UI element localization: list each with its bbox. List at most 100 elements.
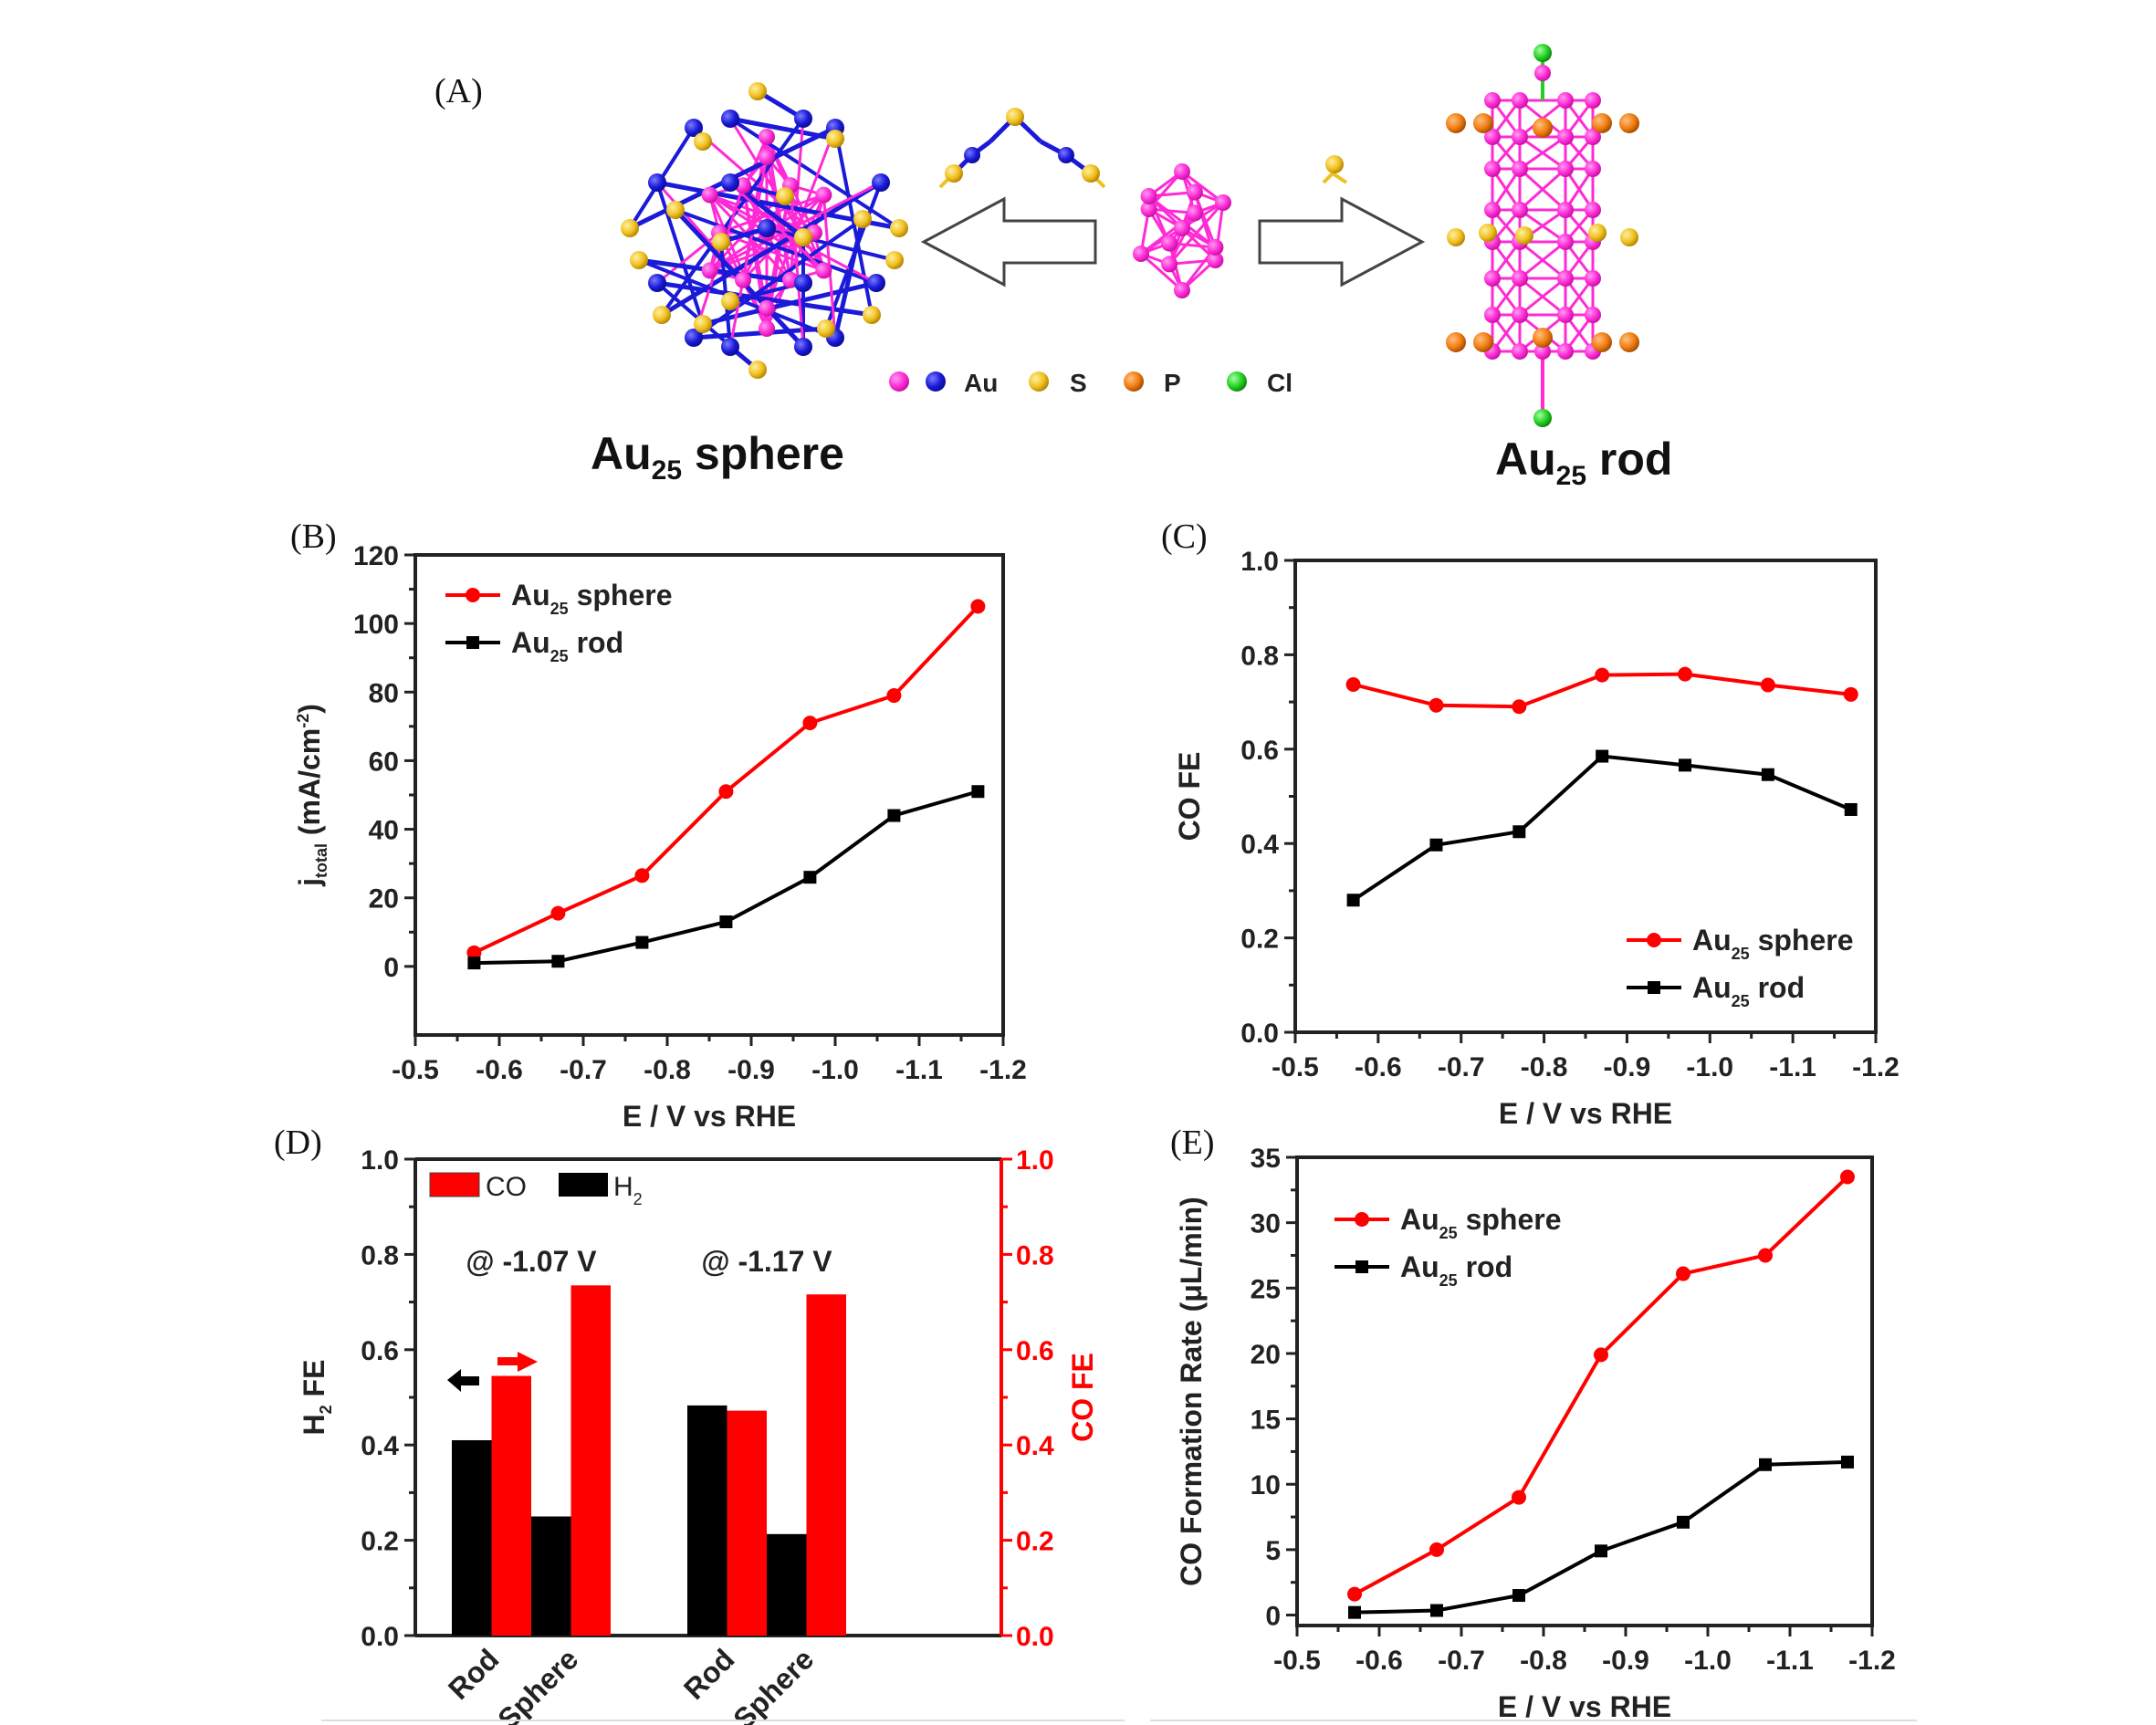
bond: [1181, 170, 1224, 204]
y-tick-label: 15: [1251, 1406, 1281, 1436]
au-core-atom: [815, 262, 832, 279]
x-tick-label: -0.5: [1272, 1052, 1319, 1082]
data-point-rod: [887, 809, 901, 822]
bar-co-sphere: [570, 1285, 611, 1636]
au-core-atom: [1585, 202, 1601, 218]
legend-marker: [1647, 933, 1661, 947]
y-axis-label-part: (mA/cm: [293, 728, 326, 843]
category-label: Rod: [442, 1642, 505, 1705]
au-core-atom: [1585, 161, 1601, 177]
data-point-rod: [1429, 838, 1443, 852]
bar-h2-sphere: [767, 1533, 807, 1636]
y-tick-label: 0.8: [361, 1240, 399, 1270]
x-tick-label: -1.1: [895, 1055, 943, 1085]
data-point-rod: [1596, 749, 1609, 763]
phosphorus-atom: [1533, 118, 1553, 138]
y-tick-label: 0.8: [1240, 641, 1279, 671]
sulfur-atom: [945, 164, 963, 183]
chlorine-atom: [1533, 409, 1552, 427]
au-staple-atom: [794, 338, 812, 356]
series-line-rod: [1354, 1459, 1848, 1615]
y2-tick-label: 1.0: [1016, 1145, 1054, 1176]
sulfur-atom: [794, 228, 812, 246]
legend-swatch-h2: [559, 1173, 608, 1197]
legend-text: sphere: [1458, 1203, 1562, 1236]
x-tick-label: -0.6: [1355, 1052, 1402, 1082]
au-core-atom: [1557, 343, 1574, 360]
au-staple-atom: [721, 173, 739, 192]
au-core-atom: [701, 262, 718, 279]
legend-label-rod: Au25 rod: [511, 626, 623, 665]
legend-au-staple-swatch: [926, 371, 946, 392]
y-tick-label: 80: [369, 678, 399, 708]
legend-subscript: 25: [550, 647, 569, 665]
au-core-atom: [1140, 201, 1157, 218]
au-core-atom: [815, 186, 832, 204]
legend-subscript: 25: [1732, 945, 1750, 963]
legend-text: H: [613, 1172, 633, 1202]
au-staple-atom: [872, 173, 890, 192]
bond: [708, 193, 877, 285]
panel-a-structures: Au S P Cl: [621, 44, 1639, 427]
y-axis-label-part: H: [298, 1414, 330, 1435]
y-tick-label: 0.4: [361, 1431, 399, 1461]
arrow-left-icon: [920, 196, 1097, 288]
sulfur-atom: [1447, 228, 1465, 246]
rod-title-main: Au: [1495, 434, 1556, 485]
legend-cl-swatch: [1227, 371, 1247, 392]
bond: [1331, 172, 1348, 184]
legend-text: rod: [1750, 971, 1805, 1004]
bond: [1140, 252, 1183, 292]
data-point-rod: [1759, 1458, 1772, 1471]
data-point-sphere: [634, 868, 650, 883]
data-point-rod: [1844, 802, 1858, 816]
y-tick-label: 0.4: [1240, 830, 1279, 860]
au-core-atom: [759, 320, 775, 337]
legend-subscript: 25: [550, 600, 569, 618]
legend-p-swatch: [1124, 371, 1144, 392]
x-tick-label: -0.9: [1602, 1646, 1649, 1676]
au-core-atom: [1585, 92, 1601, 109]
legend-subscript: 25: [1732, 992, 1750, 1010]
legend-subscript: 25: [1439, 1224, 1458, 1242]
data-point-sphere: [1345, 676, 1361, 692]
au-core-atom: [1512, 270, 1528, 287]
bond: [1564, 168, 1595, 211]
au-core-atom: [1512, 129, 1528, 145]
x-tick-label: -0.8: [1520, 1646, 1567, 1676]
bond: [675, 208, 877, 285]
sphere-title-main: Au: [591, 428, 652, 479]
group-annotation: @ -1.17 V: [701, 1245, 832, 1278]
au-core-atom: [1215, 194, 1231, 211]
data-point-sphere: [1676, 1266, 1690, 1281]
bond: [660, 180, 883, 318]
au-staple-atom: [685, 329, 703, 347]
legend-label-h2: H2: [613, 1172, 643, 1208]
phosphorus-atom: [1592, 332, 1612, 352]
au-core-atom: [1484, 129, 1501, 145]
legend-s-label: S: [1070, 369, 1087, 397]
y-axis-label: jtotal (mA/cm-2): [293, 704, 330, 887]
x-axis-label: E / V vs RHE: [1499, 1097, 1672, 1130]
legend-label-sphere: Au25 sphere: [1692, 924, 1854, 963]
bond: [766, 226, 895, 262]
rod-title-subscript: 25: [1555, 461, 1587, 491]
legend-marker: [1648, 981, 1660, 994]
bond: [1491, 168, 1522, 211]
sulfur-atom: [826, 130, 844, 148]
data-point-sphere: [1843, 686, 1858, 702]
x-tick-label: -1.2: [979, 1055, 1027, 1085]
legend-marker: [466, 588, 480, 602]
au-core-atom: [1512, 161, 1528, 177]
au-core-atom: [1174, 282, 1190, 298]
y-tick-label: 60: [369, 747, 399, 777]
bond: [708, 181, 882, 272]
bond: [1519, 240, 1566, 280]
sulfur-atom: [817, 319, 835, 338]
legend-text: Au: [1400, 1250, 1439, 1283]
au-core-atom: [1585, 129, 1601, 145]
arrow-right-icon: [497, 1352, 538, 1372]
data-point-sphere: [1594, 1347, 1608, 1363]
chlorine-atom: [1533, 44, 1552, 62]
